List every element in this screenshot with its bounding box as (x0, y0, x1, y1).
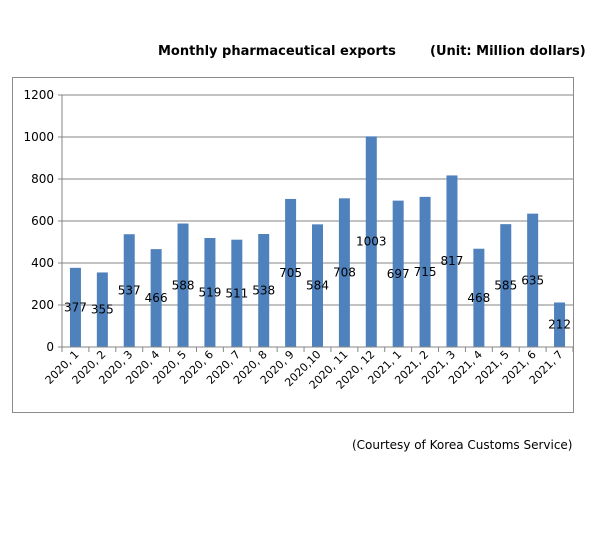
bar (312, 224, 323, 347)
chart-title: Monthly pharmaceutical exports (158, 44, 396, 59)
bar (365, 136, 377, 347)
bar (150, 249, 162, 347)
bar (258, 234, 270, 347)
y-tick-label: 1000 (23, 130, 54, 144)
bar (204, 238, 216, 347)
data-label: 817 (441, 254, 464, 268)
data-label: 468 (467, 291, 490, 305)
data-label: 537 (118, 284, 141, 298)
bar (446, 175, 458, 347)
bar (419, 196, 431, 347)
y-tick-label: 600 (31, 214, 54, 228)
unit-label: (Unit: Million dollars) (430, 44, 586, 59)
data-label: 708 (333, 266, 356, 280)
courtesy-note: (Courtesy of Korea Customs Service) (352, 438, 573, 452)
data-label: 511 (225, 286, 248, 300)
bar (123, 234, 135, 347)
y-tick-label: 400 (31, 256, 54, 270)
y-tick-label: 200 (31, 298, 54, 312)
bar (527, 213, 539, 347)
data-label: 1003 (356, 235, 387, 249)
data-label: 355 (91, 303, 114, 317)
bar (500, 224, 512, 347)
bar (392, 200, 404, 347)
gridlines (62, 94, 573, 306)
data-label: 212 (548, 318, 571, 332)
data-label: 588 (172, 278, 195, 292)
data-label: 377 (64, 300, 87, 314)
data-label: 519 (198, 286, 221, 300)
bar (96, 272, 108, 347)
data-label: 715 (414, 265, 437, 279)
data-label: 538 (252, 284, 275, 298)
y-tick-label: 0 (46, 340, 54, 354)
bar (473, 248, 485, 347)
data-label: 585 (494, 279, 517, 293)
y-tick-label: 1200 (23, 88, 54, 102)
data-label: 635 (521, 273, 544, 287)
data-label: 697 (387, 267, 410, 281)
bar (554, 302, 566, 347)
y-axis: 0 200 400 600 800 1000 1200 (23, 88, 63, 354)
y-tick-label: 800 (31, 172, 54, 186)
bar (177, 223, 189, 347)
bar (69, 267, 81, 347)
bars (69, 136, 566, 347)
bar (338, 198, 350, 347)
bar (231, 239, 243, 347)
data-label: 705 (279, 266, 302, 280)
bar (285, 198, 297, 347)
data-label: 466 (145, 291, 168, 305)
data-label: 584 (306, 279, 329, 293)
